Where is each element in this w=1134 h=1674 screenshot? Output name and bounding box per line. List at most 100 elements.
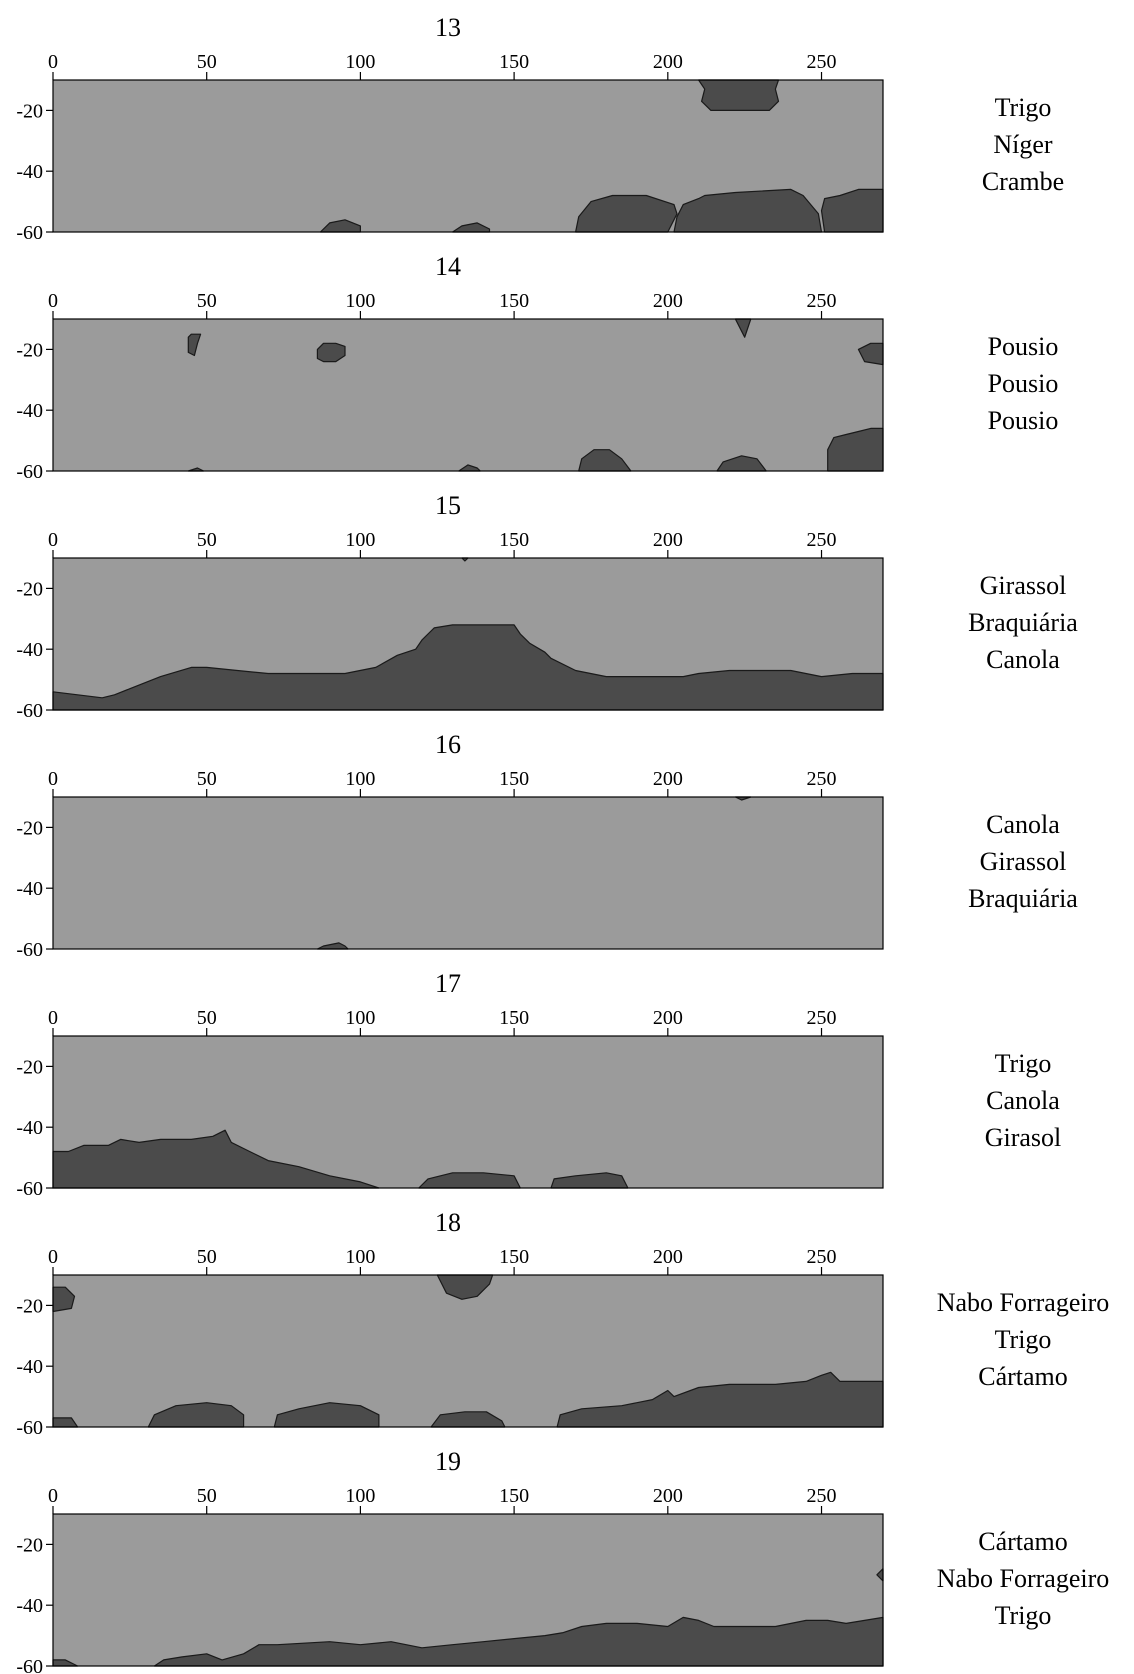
- x-tick-label: 100: [345, 290, 375, 312]
- crop-label: Nabo Forrageiro: [937, 1564, 1110, 1593]
- crop-label: Níger: [993, 130, 1053, 159]
- crop-label: Pousio: [988, 406, 1059, 435]
- crop-label: Canola: [986, 1086, 1060, 1115]
- x-tick-label: 250: [807, 1007, 837, 1029]
- contour-region: [673, 188, 823, 233]
- y-tick-label: -20: [16, 1056, 43, 1078]
- panel-title: 13: [435, 13, 461, 42]
- y-tick-label: -20: [16, 1534, 43, 1556]
- x-tick-label: 250: [807, 768, 837, 790]
- x-tick-label: 50: [197, 290, 217, 312]
- y-tick-label: -60: [16, 939, 43, 961]
- x-tick-label: 150: [499, 290, 529, 312]
- crop-label: Nabo Forrageiro: [937, 1288, 1110, 1317]
- panel-title: 15: [435, 491, 461, 520]
- x-tick-label: 200: [653, 768, 683, 790]
- y-tick-label: -20: [16, 1295, 43, 1317]
- y-tick-label: -40: [16, 400, 43, 422]
- y-tick-label: -20: [16, 100, 43, 122]
- panel-title: 16: [435, 730, 461, 759]
- plot-area: [53, 797, 883, 949]
- y-tick-label: -60: [16, 1417, 43, 1439]
- x-tick-label: 250: [807, 1246, 837, 1268]
- x-tick-label: 150: [499, 1485, 529, 1507]
- x-tick-label: 50: [197, 768, 217, 790]
- x-tick-label: 50: [197, 529, 217, 551]
- x-tick-label: 150: [499, 529, 529, 551]
- y-tick-label: -40: [16, 161, 43, 183]
- y-tick-label: -40: [16, 1117, 43, 1139]
- y-tick-label: -60: [16, 1656, 43, 1674]
- crop-label: Crambe: [982, 167, 1064, 196]
- x-tick-label: 100: [345, 1246, 375, 1268]
- crop-label: Girassol: [980, 847, 1067, 876]
- panel-title: 17: [435, 969, 461, 998]
- crop-label: Cártamo: [978, 1362, 1068, 1391]
- contour-region: [697, 79, 780, 112]
- x-tick-label: 0: [48, 51, 58, 73]
- panel-title: 14: [435, 252, 461, 281]
- x-tick-label: 200: [653, 1246, 683, 1268]
- panel-15: 150 50 100 150 200 250-20-40-60GirassolBraqui…: [16, 491, 1078, 722]
- y-tick-label: -20: [16, 339, 43, 361]
- crop-label: Pousio: [988, 369, 1059, 398]
- x-tick-label: 0: [48, 290, 58, 312]
- y-tick-label: -60: [16, 1178, 43, 1200]
- x-tick-label: 200: [653, 290, 683, 312]
- plot-frame: [52, 1513, 884, 1667]
- x-tick-label: 150: [499, 1246, 529, 1268]
- x-tick-label: 200: [653, 51, 683, 73]
- panel-16: 16 0 50 100 150 200 250 -20 -40 -60 Canola Girassol…: [16, 730, 1078, 961]
- contour-region: [52, 1129, 380, 1189]
- y-tick-label: -40: [16, 878, 43, 900]
- x-tick-label: 200: [653, 1007, 683, 1029]
- x-tick-label: 50: [197, 1485, 217, 1507]
- crop-label: Trigo: [995, 1049, 1052, 1078]
- contour-region: [153, 1616, 884, 1667]
- y-tick-label: -20: [16, 578, 43, 600]
- x-tick-label: 50: [197, 51, 217, 73]
- contour-region: [556, 1371, 884, 1428]
- x-tick-label: 50: [197, 1246, 217, 1268]
- crop-label: Braquiária: [968, 884, 1078, 913]
- plot-frame: [52, 796, 884, 950]
- x-tick-label: 100: [345, 529, 375, 551]
- x-tick-label: 250: [807, 529, 837, 551]
- crop-label: Trigo: [995, 1601, 1052, 1630]
- x-tick-label: 100: [345, 1485, 375, 1507]
- x-tick-label: 150: [499, 51, 529, 73]
- x-tick-label: 100: [345, 51, 375, 73]
- x-tick-label: 0: [48, 1007, 58, 1029]
- y-tick-label: -40: [16, 1356, 43, 1378]
- panel-13: 13 0 50 100 150 200 250 -20 -40 -60 Trigo Níger Cram…: [16, 13, 1064, 244]
- x-tick-label: 250: [807, 1485, 837, 1507]
- x-tick-label: 250: [807, 290, 837, 312]
- plot-frame: [52, 318, 884, 472]
- x-tick-label: 100: [345, 768, 375, 790]
- plot-area: [53, 319, 883, 471]
- x-tick-label: 0: [48, 1485, 58, 1507]
- panel-18: 18 0 50 100 150 200 250 -20 -40 -60 Nabo Forrageir…: [16, 1208, 1109, 1439]
- x-tick-label: 250: [807, 51, 837, 73]
- x-tick-label: 0: [48, 768, 58, 790]
- crop-label: Trigo: [995, 1325, 1052, 1354]
- crop-label: Canola: [986, 645, 1060, 674]
- contour-region: [147, 1402, 245, 1428]
- panel-title: 19: [435, 1447, 461, 1476]
- contour-region: [273, 1402, 380, 1428]
- x-tick-label: 150: [499, 768, 529, 790]
- y-tick-label: -60: [16, 700, 43, 722]
- plot-frame: [52, 557, 884, 711]
- crop-label: Braquiária: [968, 608, 1078, 637]
- x-tick-label: 0: [48, 1246, 58, 1268]
- contour-region: [574, 194, 678, 233]
- x-tick-label: 150: [499, 1007, 529, 1029]
- crop-label: Girasol: [985, 1123, 1062, 1152]
- x-tick-label: 50: [197, 1007, 217, 1029]
- panel-19: 19 0 50 100 150 200 250 -20 -40 -60 Cártamo Nabo Fo…: [16, 1447, 1109, 1674]
- contour-region: [316, 342, 346, 363]
- crop-label: Girassol: [980, 571, 1067, 600]
- plot-frame: [52, 1274, 884, 1428]
- panel-title: 18: [435, 1208, 461, 1237]
